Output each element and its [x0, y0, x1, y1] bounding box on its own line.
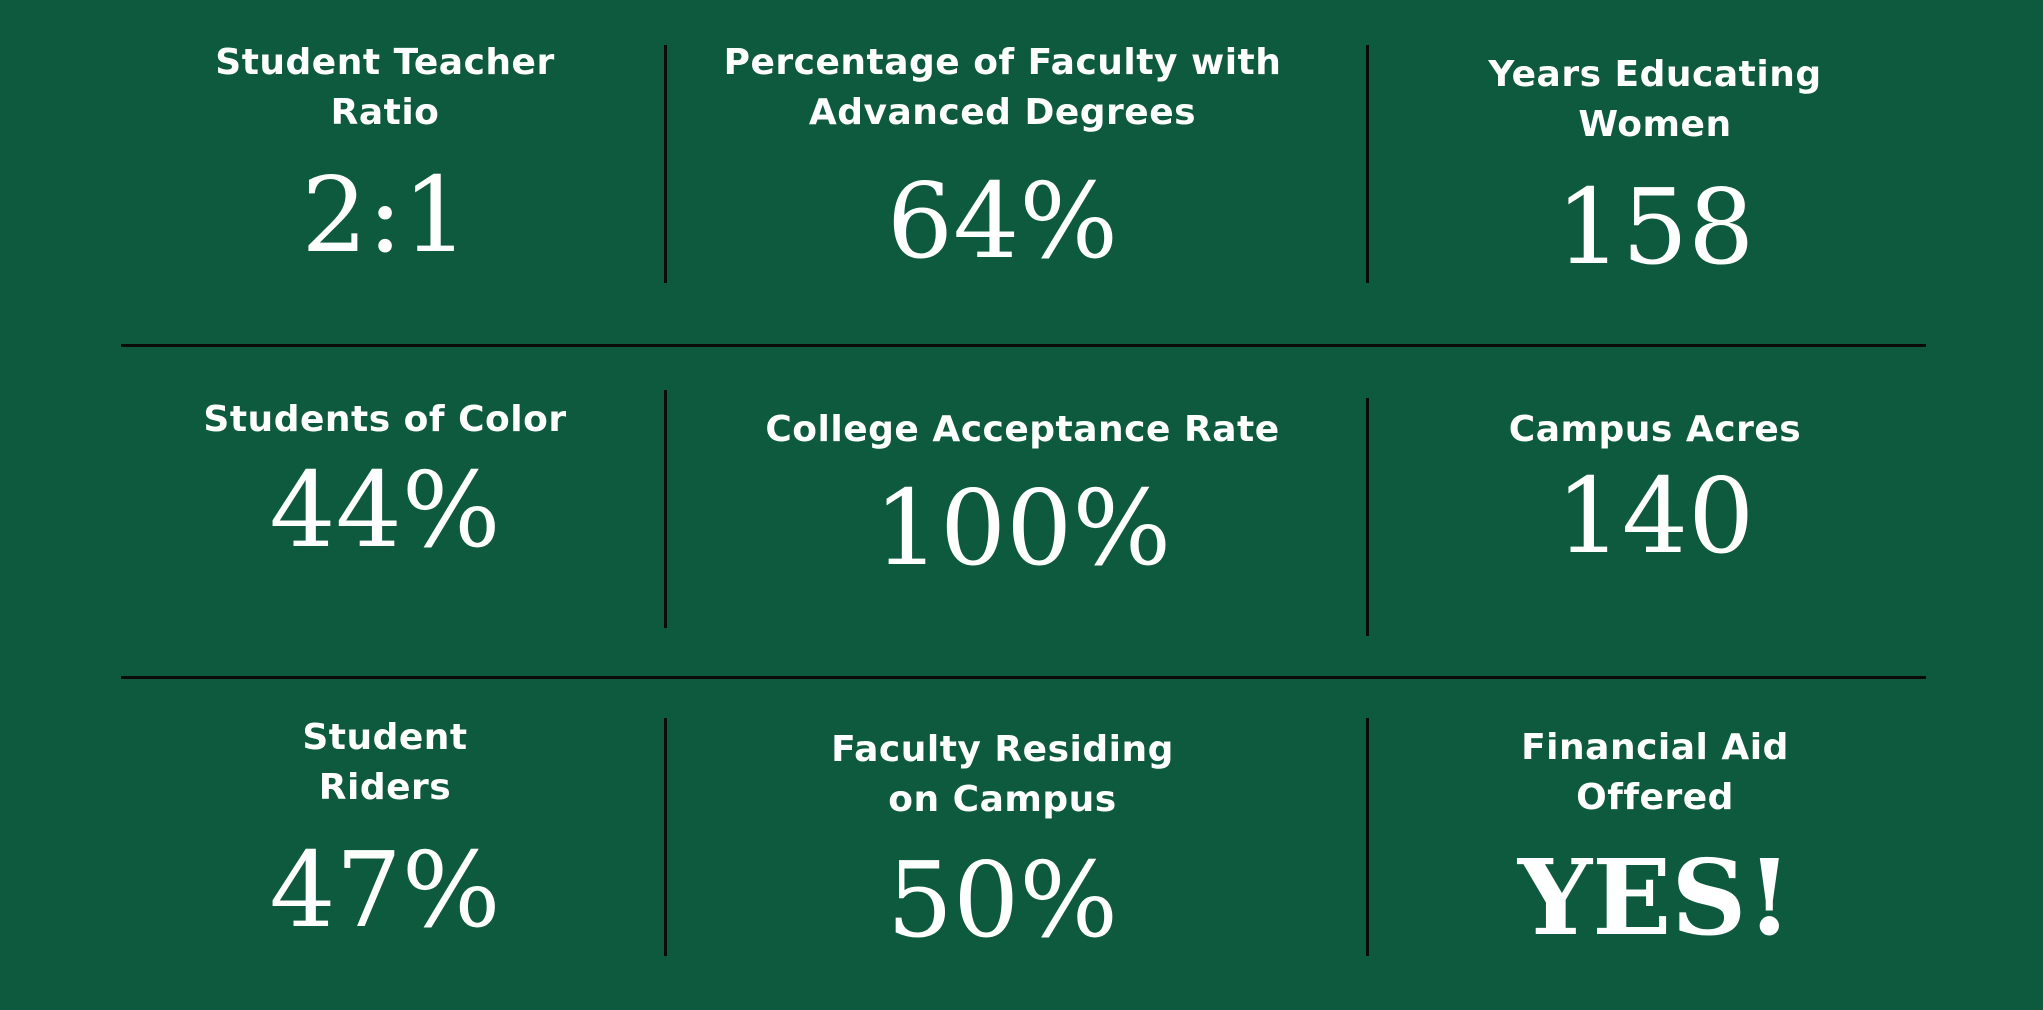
stat-faculty-advanced-degrees: Percentage of Faculty with Advanced Degr…: [690, 38, 1315, 276]
stat-campus-acres: Campus Acres 140: [1370, 405, 1940, 571]
stat-label: Students of Color: [203, 399, 567, 440]
col-divider-row3-left: [664, 718, 667, 956]
stat-value: 44%: [269, 449, 501, 571]
stat-value: YES!: [1517, 836, 1793, 959]
col-divider-row3-right: [1366, 718, 1369, 956]
stat-label: Student Riders: [302, 717, 468, 808]
stat-label: College Acceptance Rate: [765, 409, 1280, 450]
stat-faculty-residing-on-campus: Faculty Residing on Campus 50%: [690, 725, 1315, 955]
stat-label: Financial Aid Offered: [1521, 727, 1789, 818]
stat-value: 50%: [886, 839, 1119, 961]
stat-student-riders: Student Riders 47%: [90, 713, 680, 945]
row-divider-1: [121, 344, 1926, 347]
stat-value: 158: [1555, 166, 1755, 288]
col-divider-row1-left: [664, 45, 667, 283]
stat-label: Student Teacher Ratio: [215, 42, 555, 133]
stat-student-teacher-ratio: Student Teacher Ratio 2:1: [90, 38, 680, 270]
stat-label: Percentage of Faculty with Advanced Degr…: [723, 42, 1282, 133]
stat-value: 64%: [886, 160, 1119, 282]
stat-students-of-color: Students of Color 44%: [90, 395, 680, 565]
col-divider-row2-left: [664, 390, 667, 628]
stat-value: 2:1: [301, 154, 469, 276]
stat-college-acceptance-rate: College Acceptance Rate 100%: [690, 405, 1355, 583]
stat-years-educating-women: Years Educating Women 158: [1370, 50, 1940, 282]
stat-label: Campus Acres: [1508, 409, 1802, 450]
stat-financial-aid-offered: Financial Aid Offered YES!: [1370, 723, 1940, 953]
stat-label: Years Educating Women: [1488, 54, 1822, 145]
col-divider-row2-right: [1366, 398, 1369, 636]
stat-value: 47%: [269, 829, 501, 951]
stat-label: Faculty Residing on Campus: [831, 729, 1174, 820]
stat-value: 100%: [873, 467, 1172, 589]
row-divider-2: [121, 676, 1926, 679]
stat-value: 140: [1555, 455, 1755, 577]
col-divider-row1-right: [1366, 45, 1369, 283]
